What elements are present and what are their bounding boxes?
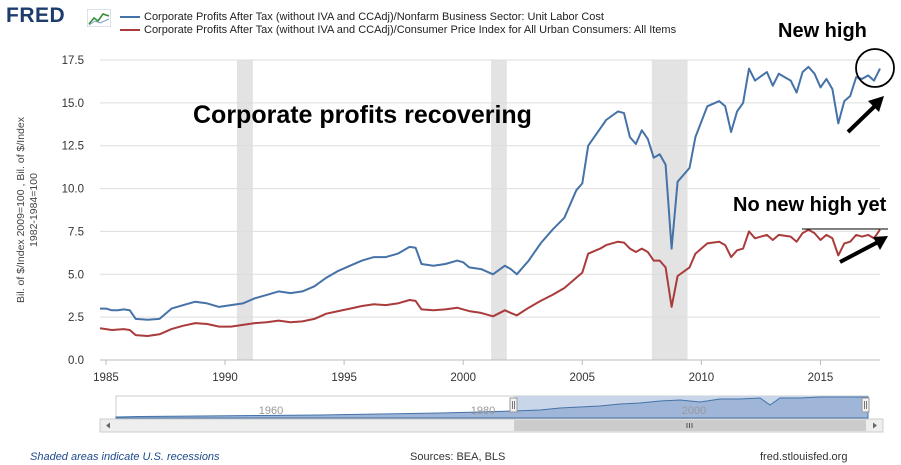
x-tick-label: 2010 — [689, 372, 715, 384]
x-tick-label: 2015 — [808, 372, 834, 384]
y-tick-label: 15.0 — [62, 98, 84, 110]
legend-item-series-1[interactable]: Corporate Profits After Tax (without IVA… — [120, 10, 604, 24]
arrow-up-icon — [846, 96, 884, 134]
x-axis-ticks: 1985 1990 1995 2000 2005 2010 2015 — [93, 360, 833, 384]
chart-header: FRED Corporate Profits After Tax (withou… — [0, 0, 901, 48]
range-navigator[interactable]: 1960 1980 2000 — [115, 395, 870, 419]
series-lines — [99, 65, 881, 337]
y-axis-label-line-2: 1982-1984=100 — [28, 173, 40, 247]
recession-band-1 — [236, 60, 253, 360]
line-chart: 0.0 2.5 5.0 7.5 10.0 12.5 15.0 17.5 1985 1990 199… — [15, 20, 895, 433]
scroll-left-arrow-icon[interactable] — [106, 422, 110, 429]
navigator-right-handle[interactable] — [861, 397, 870, 413]
recession-note: Shaded areas indicate U.S. recessions — [30, 451, 220, 463]
navigator-mini-series — [115, 396, 869, 419]
legend-label-series-2: Corporate Profits After Tax (without IVA… — [144, 24, 677, 37]
y-tick-label: 5.0 — [68, 269, 84, 281]
fred-url-link[interactable]: fred.stlouisfed.org — [760, 451, 848, 463]
y-tick-label: 7.5 — [68, 226, 84, 238]
annotation-no-new-high: No new high yet — [733, 194, 887, 216]
navigator-label-2000: 2000 — [682, 405, 706, 417]
navigator-left-handle[interactable] — [509, 397, 518, 413]
y-tick-label: 10.0 — [62, 184, 84, 196]
y-tick-label: 0.0 — [68, 355, 84, 367]
y-axis-label: Bil. of $/Index 2009=100 , Bil. of $/Ind… — [15, 116, 27, 303]
navigator-scrollbar[interactable] — [99, 418, 884, 433]
x-tick-label: 1985 — [93, 372, 119, 384]
fred-logo[interactable]: FRED — [6, 4, 66, 27]
y-tick-label: 12.5 — [62, 141, 84, 153]
sources-text: Sources: BEA, BLS — [410, 451, 506, 463]
x-tick-label: 1990 — [212, 372, 238, 384]
y-tick-label: 2.5 — [68, 312, 84, 324]
series-line-1[interactable] — [100, 65, 881, 321]
series-line-2[interactable] — [99, 228, 881, 337]
navigator-label-1960: 1960 — [259, 405, 283, 417]
x-tick-label: 2005 — [569, 372, 595, 384]
grid-lines — [100, 59, 880, 361]
new-high-circle-marker — [855, 48, 895, 88]
arrow-up-right-icon — [839, 236, 888, 264]
recession-band-2 — [491, 60, 507, 360]
navigator-label-1980: 1980 — [471, 405, 495, 417]
recession-bands — [236, 60, 688, 360]
x-tick-label: 2000 — [450, 372, 476, 384]
scroll-right-arrow-icon[interactable] — [873, 422, 877, 429]
grip-icon — [686, 423, 693, 428]
x-tick-label: 1995 — [331, 372, 357, 384]
legend-swatch-series-2 — [120, 29, 140, 32]
annotation-recovering: Corporate profits recovering — [193, 101, 532, 129]
fred-logo-graph-icon — [87, 9, 111, 27]
legend-item-series-2[interactable]: Corporate Profits After Tax (without IVA… — [120, 23, 676, 37]
legend-label-series-1: Corporate Profits After Tax (without IVA… — [144, 11, 604, 24]
y-tick-label: 17.5 — [62, 55, 84, 67]
legend-swatch-series-1 — [120, 16, 140, 19]
annotation-new-high: New high — [778, 20, 867, 42]
y-axis-ticks: 0.0 2.5 5.0 7.5 10.0 12.5 15.0 17.5 — [62, 55, 84, 367]
